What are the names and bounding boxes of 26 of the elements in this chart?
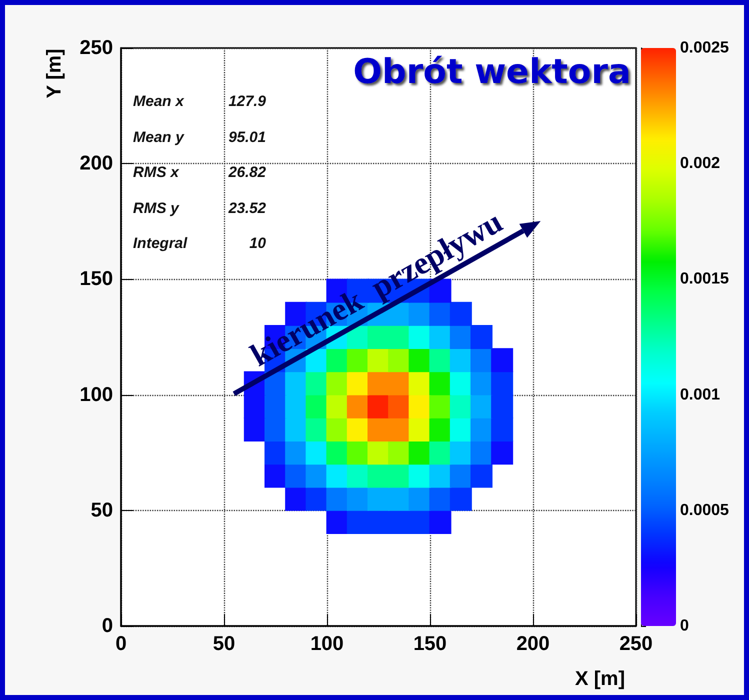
chart-title: Obrót wektora	[353, 52, 632, 92]
x-tick-label: 200	[516, 633, 550, 655]
x-tick-label: 250	[619, 633, 653, 655]
text: RMS x 26.82	[133, 164, 266, 181]
x-tick-label: 0	[115, 633, 127, 655]
text: Integral 10	[133, 235, 266, 252]
color-bar-label: 0.0025	[680, 40, 730, 56]
y-tick-label: 150	[80, 268, 113, 290]
y-tick-label: 50	[90, 499, 113, 522]
color-bar-label: 0.002	[680, 155, 720, 172]
x-tick-label: 50	[212, 633, 236, 655]
color-bar-label: 0	[680, 618, 689, 634]
text: Mean x 127.9	[133, 93, 266, 110]
y-axis-title: Y [m]	[43, 48, 66, 98]
x-tick-label: 100	[310, 633, 344, 655]
y-tick-label: 0	[102, 615, 113, 637]
text: RMS y 23.52	[133, 200, 266, 216]
color-bar-label: 0.0005	[680, 502, 730, 519]
x-axis-title: X [m]	[575, 668, 625, 691]
y-tick-label: 100	[80, 384, 113, 406]
color-bar-label: 0.001	[680, 386, 720, 404]
text: Mean y 95.01	[133, 128, 266, 146]
y-tick-label: 200	[80, 152, 113, 175]
y-tick-label: 250	[80, 37, 113, 59]
color-bar-label: 0.0015	[680, 270, 730, 288]
x-tick-label: 150	[413, 633, 447, 655]
